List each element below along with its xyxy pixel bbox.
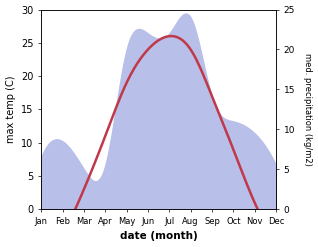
Y-axis label: max temp (C): max temp (C) — [5, 76, 16, 143]
X-axis label: date (month): date (month) — [120, 231, 197, 242]
Y-axis label: med. precipitation (kg/m2): med. precipitation (kg/m2) — [303, 53, 313, 166]
